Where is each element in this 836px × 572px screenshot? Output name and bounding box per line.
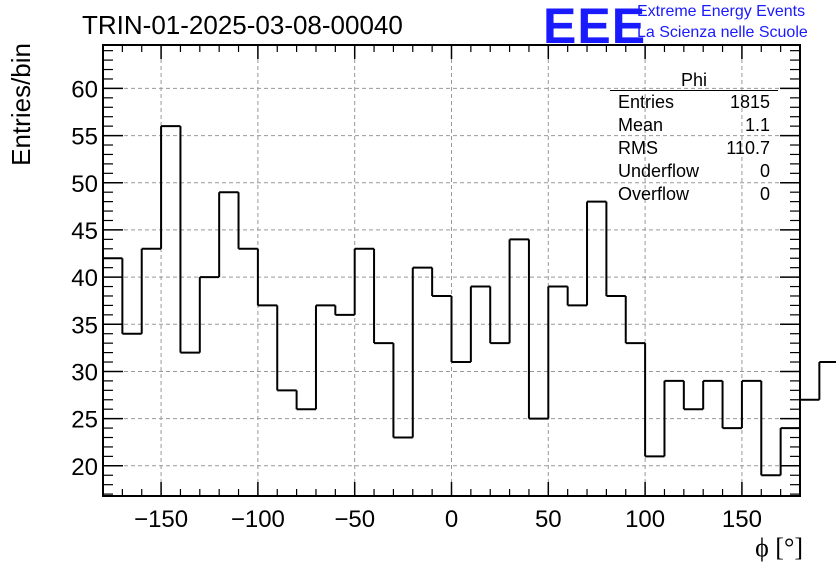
histogram-bin: [198, 276, 220, 353]
axis-ticks: [102, 45, 801, 496]
y-tick-label: 30: [71, 359, 98, 386]
stats-row-mean: Mean 1.1: [610, 114, 778, 137]
y-axis-label: Entries/bin: [6, 43, 36, 166]
histogram-bin: [314, 304, 336, 410]
histogram-bin: [276, 305, 297, 392]
histogram-bin: [392, 343, 413, 439]
histogram-bin: [605, 201, 626, 297]
histogram-bin: [547, 285, 568, 419]
stats-value: 110.7: [726, 138, 770, 158]
histogram-bin: [489, 286, 510, 345]
histogram-bin: [353, 247, 375, 315]
histogram-bin: [160, 125, 181, 249]
x-tick-label: 50: [535, 506, 562, 533]
histogram-bin: [295, 390, 316, 411]
histogram-bin: [179, 126, 200, 354]
histogram-bin: [566, 286, 588, 307]
histogram-bin: [818, 361, 836, 400]
histogram-bin: [334, 305, 355, 316]
x-tick-label: 150: [722, 506, 762, 533]
stats-title: Phi: [610, 70, 778, 91]
histogram-bin: [799, 398, 820, 429]
stats-value: 1815: [729, 92, 770, 112]
x-tick-label: 100: [625, 506, 665, 533]
x-tick-label: −100: [231, 506, 285, 533]
histogram-bin: [411, 266, 433, 438]
stats-row-underflow: Underflow 0: [610, 160, 778, 183]
histogram-bin: [527, 239, 549, 420]
histogram-bin: [469, 285, 491, 363]
x-tick-label: −50: [334, 506, 375, 533]
y-tick-label: 60: [71, 76, 98, 103]
stats-label: Underflow: [618, 161, 700, 181]
stats-row-entries: Entries 1815: [610, 91, 778, 114]
histogram-bin: [140, 247, 162, 334]
y-tick-label: 40: [71, 265, 98, 292]
histogram-bin: [779, 427, 800, 476]
x-tick-label: 0: [445, 506, 458, 533]
y-tick-label: 55: [71, 124, 98, 151]
stats-value: 0: [759, 184, 770, 204]
histogram-bin: [237, 192, 258, 250]
histogram-bin: [450, 295, 471, 364]
stats-row-overflow: Overflow 0: [610, 183, 778, 206]
x-tick-label: −150: [134, 506, 188, 533]
stats-value: 1.1: [744, 115, 770, 135]
histogram-bin: [644, 343, 665, 458]
stats-label: Mean: [618, 115, 664, 135]
eee-logo: EEE: [543, 0, 647, 54]
stats-label: Entries: [618, 92, 675, 112]
histogram-bin: [721, 380, 742, 430]
histogram-bin: [624, 295, 646, 345]
logo-caption-line2: La Scienza nelle Scuole: [637, 24, 808, 41]
y-tick-label: 20: [71, 454, 98, 481]
histogram-bin: [373, 248, 394, 345]
y-tick-label: 45: [71, 218, 98, 245]
stats-value: 0: [759, 161, 770, 181]
x-axis-label: ϕ [°]: [755, 533, 803, 562]
histogram-bin: [508, 238, 529, 344]
histogram-bin: [431, 267, 452, 297]
run-title: TRIN-01-2025-03-08-00040: [82, 10, 403, 40]
histogram-bin: [663, 379, 684, 457]
histogram-bin: [586, 200, 607, 306]
logo-caption-line1: Extreme Energy Events: [637, 3, 806, 20]
stats-label: RMS: [618, 138, 658, 158]
stats-label: Overflow: [618, 184, 690, 204]
y-tick-label: 50: [71, 171, 98, 198]
histogram-series: [103, 125, 836, 477]
histogram-bin: [121, 258, 142, 335]
y-tick-label: 35: [71, 312, 98, 339]
y-tick-label: 25: [71, 407, 98, 434]
stats-box: Phi Entries 1815 Mean 1.1 RMS 110.7 Unde…: [610, 70, 778, 206]
histogram-bin: [702, 379, 723, 410]
histogram-bin: [740, 379, 762, 429]
histogram-bin: [218, 191, 239, 278]
histogram-bin: [760, 380, 781, 477]
histogram-bin: [256, 248, 278, 307]
histogram-bin: [682, 380, 704, 411]
tick-labels: −150 −100 −50 0 50 100 150 20 25 30 35 40 45 50 55 60: [71, 76, 762, 533]
stats-row-rms: RMS 110.7: [610, 137, 778, 160]
